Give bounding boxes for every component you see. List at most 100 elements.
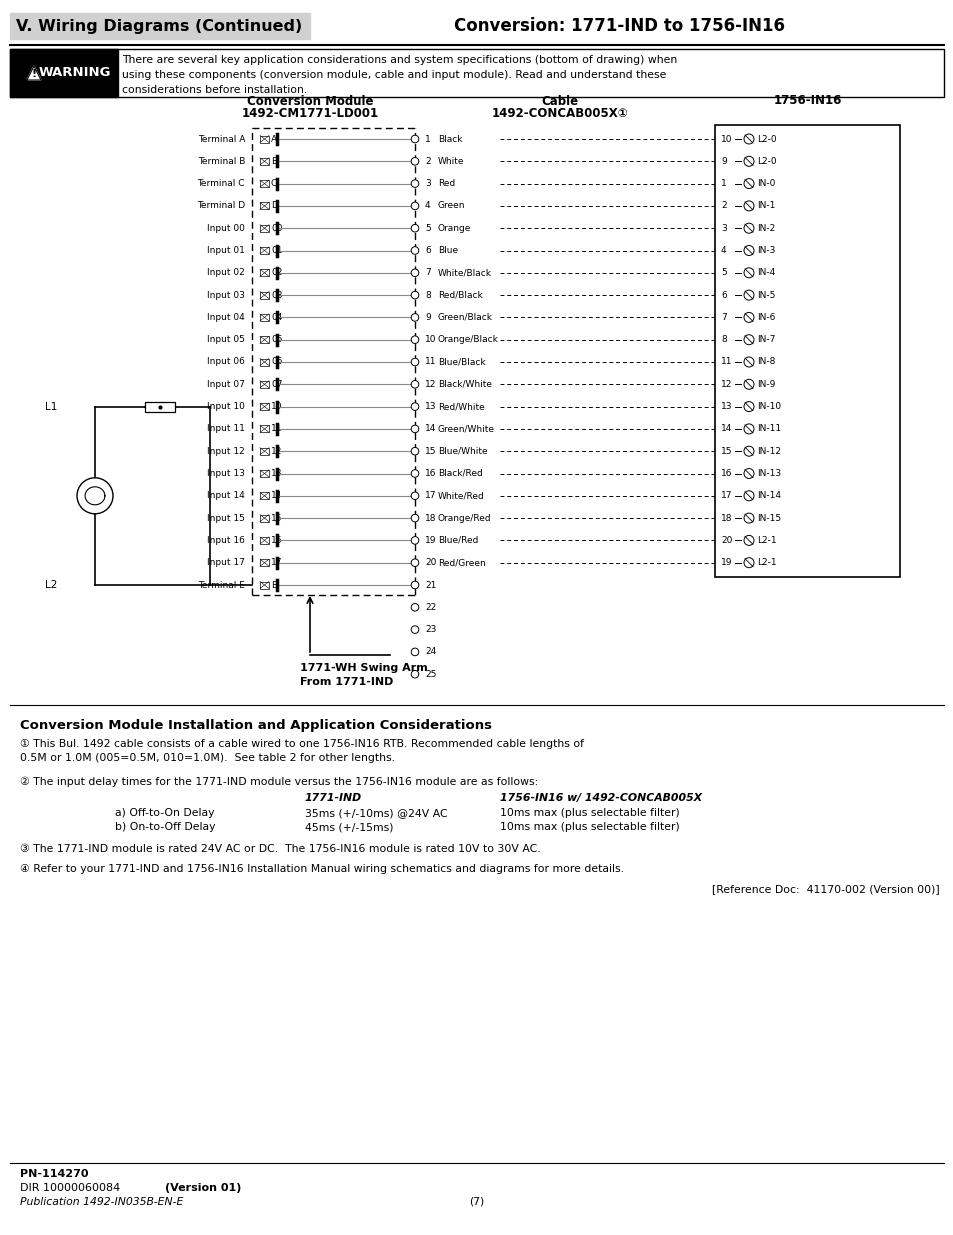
Circle shape bbox=[743, 179, 753, 189]
Text: Input 10: Input 10 bbox=[207, 403, 245, 411]
Text: 14: 14 bbox=[271, 492, 282, 500]
Circle shape bbox=[411, 559, 418, 567]
Circle shape bbox=[411, 180, 418, 188]
Text: 13: 13 bbox=[424, 403, 436, 411]
Text: Input 00: Input 00 bbox=[207, 224, 245, 232]
Text: E: E bbox=[271, 580, 276, 589]
Bar bbox=[260, 247, 269, 254]
Text: [Reference Doc:  41170-002 (Version 00)]: [Reference Doc: 41170-002 (Version 00)] bbox=[712, 884, 939, 894]
Text: 15: 15 bbox=[271, 514, 282, 522]
Text: 14: 14 bbox=[720, 425, 732, 433]
Text: Terminal B: Terminal B bbox=[197, 157, 245, 165]
Text: 1756-IN16: 1756-IN16 bbox=[773, 95, 841, 107]
Text: 16: 16 bbox=[271, 536, 282, 545]
Text: 7: 7 bbox=[424, 268, 431, 278]
Circle shape bbox=[411, 604, 418, 611]
Text: 1771-WH Swing Arm: 1771-WH Swing Arm bbox=[299, 663, 427, 673]
Text: 18: 18 bbox=[424, 514, 436, 522]
Text: Input 17: Input 17 bbox=[207, 558, 245, 567]
Text: IN-13: IN-13 bbox=[757, 469, 781, 478]
Text: 11: 11 bbox=[424, 357, 436, 367]
Text: Green: Green bbox=[437, 201, 465, 210]
Text: 10: 10 bbox=[271, 403, 282, 411]
Bar bbox=[260, 471, 269, 477]
Text: 13: 13 bbox=[271, 469, 282, 478]
Text: 9: 9 bbox=[720, 157, 726, 165]
Text: Input 05: Input 05 bbox=[207, 335, 245, 345]
Text: White: White bbox=[437, 157, 464, 165]
Circle shape bbox=[411, 582, 418, 589]
Text: 3: 3 bbox=[424, 179, 431, 188]
Bar bbox=[260, 180, 269, 186]
Text: Conversion Module: Conversion Module bbox=[247, 95, 373, 107]
Text: IN-12: IN-12 bbox=[757, 447, 781, 456]
Text: Black: Black bbox=[437, 135, 462, 143]
Text: 17: 17 bbox=[424, 492, 436, 500]
Circle shape bbox=[411, 514, 418, 522]
Text: L2: L2 bbox=[45, 580, 57, 590]
Text: IN-5: IN-5 bbox=[757, 290, 775, 300]
Text: IN-9: IN-9 bbox=[757, 380, 775, 389]
Text: IN-4: IN-4 bbox=[757, 268, 775, 278]
Bar bbox=[260, 537, 269, 543]
Text: IN-11: IN-11 bbox=[757, 425, 781, 433]
Text: Input 11: Input 11 bbox=[207, 425, 245, 433]
Text: ① This Bul. 1492 cable consists of a cable wired to one 1756-IN16 RTB. Recommend: ① This Bul. 1492 cable consists of a cab… bbox=[20, 739, 583, 748]
Circle shape bbox=[743, 446, 753, 456]
Text: 8: 8 bbox=[720, 335, 726, 345]
Circle shape bbox=[411, 536, 418, 545]
Text: 12: 12 bbox=[271, 447, 282, 456]
Text: Orange/Black: Orange/Black bbox=[437, 335, 498, 345]
Text: Input 13: Input 13 bbox=[207, 469, 245, 478]
Bar bbox=[714, 125, 899, 577]
Text: IN-6: IN-6 bbox=[757, 312, 775, 322]
Text: Orange/Red: Orange/Red bbox=[437, 514, 491, 522]
Text: ③ The 1771-IND module is rated 24V AC or DC.  The 1756-IN16 module is rated 10V : ③ The 1771-IND module is rated 24V AC or… bbox=[20, 844, 540, 853]
Bar bbox=[260, 336, 269, 343]
Text: Input 07: Input 07 bbox=[207, 380, 245, 389]
Text: L2-1: L2-1 bbox=[757, 558, 776, 567]
Bar bbox=[260, 136, 269, 142]
Text: 23: 23 bbox=[424, 625, 436, 634]
Text: V. Wiring Diagrams (Continued): V. Wiring Diagrams (Continued) bbox=[16, 19, 302, 33]
Circle shape bbox=[411, 492, 418, 500]
Text: 02: 02 bbox=[271, 268, 282, 278]
Circle shape bbox=[411, 447, 418, 454]
Text: 8: 8 bbox=[424, 290, 431, 300]
Text: 10ms max (plus selectable filter): 10ms max (plus selectable filter) bbox=[499, 823, 679, 832]
Circle shape bbox=[743, 513, 753, 524]
Text: IN-15: IN-15 bbox=[757, 514, 781, 522]
Text: 1756-IN16 w/ 1492-CONCAB005X: 1756-IN16 w/ 1492-CONCAB005X bbox=[499, 793, 701, 803]
Text: There are several key application considerations and system specifications (bott: There are several key application consid… bbox=[122, 56, 677, 95]
Polygon shape bbox=[27, 65, 41, 80]
Circle shape bbox=[411, 336, 418, 343]
Bar bbox=[260, 380, 269, 388]
Circle shape bbox=[411, 158, 418, 165]
Text: 1771-IND: 1771-IND bbox=[305, 793, 362, 803]
Text: L2-0: L2-0 bbox=[757, 135, 776, 143]
Circle shape bbox=[743, 335, 753, 345]
Circle shape bbox=[411, 671, 418, 678]
Text: Terminal D: Terminal D bbox=[196, 201, 245, 210]
Bar bbox=[260, 203, 269, 210]
Text: Terminal E: Terminal E bbox=[198, 580, 245, 589]
Text: Conversion Module Installation and Application Considerations: Conversion Module Installation and Appli… bbox=[20, 719, 492, 732]
Text: 18: 18 bbox=[720, 514, 732, 522]
Text: Input 12: Input 12 bbox=[207, 447, 245, 456]
Text: ② The input delay times for the 1771-IND module versus the 1756-IN16 module are : ② The input delay times for the 1771-IND… bbox=[20, 777, 537, 788]
Circle shape bbox=[411, 314, 418, 321]
Text: (7): (7) bbox=[469, 1197, 484, 1207]
Bar bbox=[145, 401, 174, 411]
Bar bbox=[260, 225, 269, 232]
Text: Blue: Blue bbox=[437, 246, 457, 254]
Text: 15: 15 bbox=[424, 447, 436, 456]
Text: Blue/Black: Blue/Black bbox=[437, 357, 485, 367]
Text: 00: 00 bbox=[271, 224, 282, 232]
Circle shape bbox=[411, 269, 418, 277]
Text: 10ms max (plus selectable filter): 10ms max (plus selectable filter) bbox=[499, 808, 679, 818]
Text: 10: 10 bbox=[720, 135, 732, 143]
Bar bbox=[260, 493, 269, 499]
Text: b) On-to-Off Delay: b) On-to-Off Delay bbox=[115, 823, 215, 832]
Text: From 1771-IND: From 1771-IND bbox=[299, 677, 393, 687]
Text: Input 03: Input 03 bbox=[207, 290, 245, 300]
